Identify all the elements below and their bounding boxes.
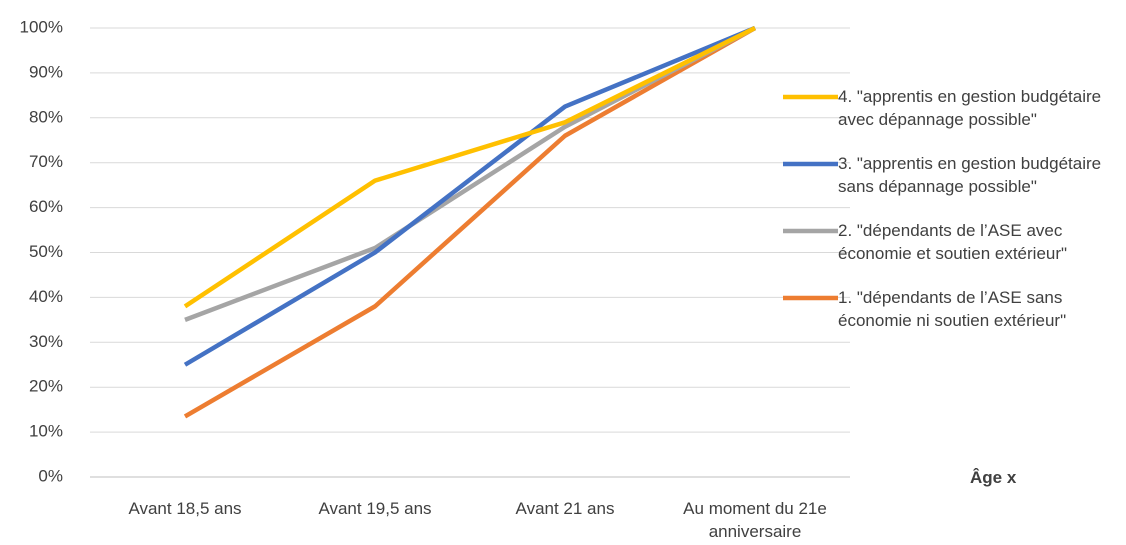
y-tick-label: 70% bbox=[29, 152, 63, 171]
legend-swatch bbox=[783, 295, 838, 301]
y-tick-label: 50% bbox=[29, 242, 63, 261]
x-tick-label: Avant 21 ans bbox=[515, 499, 615, 518]
series-line bbox=[183, 25, 757, 309]
legend-label: 4. "apprentis en gestion budgétaire avec… bbox=[838, 87, 1102, 129]
legend-item: 1. "dépendants de l’ASE sans économie ni… bbox=[783, 286, 1126, 332]
legend-swatch bbox=[783, 228, 838, 234]
series-line bbox=[183, 26, 757, 419]
y-tick-label: 60% bbox=[29, 197, 63, 216]
legend-swatch bbox=[783, 161, 838, 167]
y-tick-label: 30% bbox=[29, 332, 63, 351]
y-tick-label: 40% bbox=[29, 287, 63, 306]
legend-swatch bbox=[783, 94, 838, 100]
legend-item: 3. "apprentis en gestion budgétaire sans… bbox=[783, 152, 1126, 198]
legend-item: 2. "dépendants de l’ASE avec économie et… bbox=[783, 219, 1126, 265]
y-tick-label: 100% bbox=[20, 17, 63, 36]
legend-item: 4. "apprentis en gestion budgétaire avec… bbox=[783, 85, 1126, 131]
legend-label: 2. "dépendants de l’ASE avec économie et… bbox=[838, 221, 1068, 263]
series-line bbox=[183, 25, 756, 367]
x-tick-label: Au moment du 21e anniversaire bbox=[683, 499, 827, 541]
x-tick-label: Avant 18,5 ans bbox=[128, 499, 242, 518]
legend: 4. "apprentis en gestion budgétaire avec… bbox=[783, 85, 1126, 353]
x-axis-label: Âge x bbox=[970, 468, 1017, 487]
y-tick-label: 20% bbox=[29, 377, 63, 396]
y-tick-label: 10% bbox=[29, 422, 63, 441]
y-tick-label: 80% bbox=[29, 107, 63, 126]
y-tick-label: 0% bbox=[38, 466, 63, 485]
legend-label: 3. "apprentis en gestion budgétaire sans… bbox=[838, 154, 1102, 196]
x-tick-label: Avant 19,5 ans bbox=[318, 499, 432, 518]
y-tick-label: 90% bbox=[29, 62, 63, 81]
legend-label: 1. "dépendants de l’ASE sans économie ni… bbox=[838, 288, 1067, 330]
